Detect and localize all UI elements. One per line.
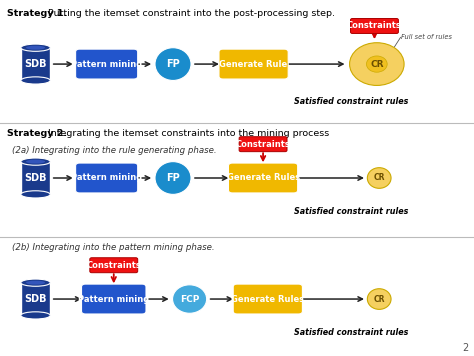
Ellipse shape bbox=[21, 191, 50, 198]
Ellipse shape bbox=[367, 168, 391, 188]
FancyBboxPatch shape bbox=[21, 283, 50, 315]
Text: CR: CR bbox=[374, 294, 385, 304]
FancyBboxPatch shape bbox=[21, 48, 50, 80]
Ellipse shape bbox=[366, 56, 387, 72]
Ellipse shape bbox=[21, 312, 50, 319]
Text: FP: FP bbox=[166, 173, 180, 183]
Ellipse shape bbox=[21, 44, 50, 51]
Text: Satisfied constraint rules: Satisfied constraint rules bbox=[293, 207, 408, 216]
Text: Constraints: Constraints bbox=[86, 261, 141, 270]
Text: Pattern mining: Pattern mining bbox=[71, 173, 142, 183]
Text: FP: FP bbox=[166, 59, 180, 69]
Text: (2a) Integrating into the rule generating phase.: (2a) Integrating into the rule generatin… bbox=[12, 146, 217, 155]
FancyBboxPatch shape bbox=[350, 19, 398, 33]
FancyBboxPatch shape bbox=[228, 163, 298, 193]
Text: Strategy 1.: Strategy 1. bbox=[7, 9, 67, 18]
FancyBboxPatch shape bbox=[219, 49, 288, 79]
Ellipse shape bbox=[21, 279, 50, 286]
Text: Pattern mining: Pattern mining bbox=[71, 59, 142, 69]
Text: Satisfied constraint rules: Satisfied constraint rules bbox=[293, 328, 408, 337]
FancyBboxPatch shape bbox=[90, 258, 137, 273]
Text: 2: 2 bbox=[462, 343, 468, 353]
FancyBboxPatch shape bbox=[239, 137, 287, 152]
FancyBboxPatch shape bbox=[75, 49, 137, 79]
Text: Pattern mining: Pattern mining bbox=[78, 294, 149, 304]
Text: Full set of rules: Full set of rules bbox=[401, 35, 452, 40]
Ellipse shape bbox=[367, 289, 391, 309]
Ellipse shape bbox=[26, 46, 45, 50]
Ellipse shape bbox=[26, 159, 45, 164]
Text: SDB: SDB bbox=[24, 59, 47, 69]
Text: Constraints: Constraints bbox=[236, 140, 291, 149]
Text: SDB: SDB bbox=[24, 173, 47, 183]
Ellipse shape bbox=[350, 43, 404, 85]
Ellipse shape bbox=[26, 281, 45, 285]
Text: Constraints: Constraints bbox=[347, 21, 402, 31]
Text: Putting the itemset constraint into the post-processing step.: Putting the itemset constraint into the … bbox=[45, 9, 335, 18]
Text: SDB: SDB bbox=[24, 294, 47, 304]
Ellipse shape bbox=[21, 158, 50, 165]
FancyBboxPatch shape bbox=[21, 162, 50, 194]
Ellipse shape bbox=[155, 48, 191, 80]
Text: Generate Rules: Generate Rules bbox=[231, 294, 304, 304]
Ellipse shape bbox=[21, 77, 50, 84]
Ellipse shape bbox=[155, 162, 191, 194]
FancyBboxPatch shape bbox=[75, 163, 137, 193]
Text: CR: CR bbox=[370, 59, 383, 69]
Text: (2b) Integrating into the pattern mining phase.: (2b) Integrating into the pattern mining… bbox=[12, 243, 214, 252]
FancyBboxPatch shape bbox=[82, 284, 146, 314]
Ellipse shape bbox=[173, 285, 207, 313]
Text: Generate Rules: Generate Rules bbox=[227, 173, 300, 183]
Text: FCP: FCP bbox=[180, 294, 199, 304]
Text: Integrating the itemset constraints into the mining process: Integrating the itemset constraints into… bbox=[45, 129, 329, 138]
Text: Strategy 2.: Strategy 2. bbox=[7, 129, 67, 138]
Text: Satisfied constraint rules: Satisfied constraint rules bbox=[293, 97, 408, 106]
Text: Generate Rule: Generate Rule bbox=[219, 59, 288, 69]
Text: CR: CR bbox=[374, 173, 385, 183]
FancyBboxPatch shape bbox=[233, 284, 302, 314]
